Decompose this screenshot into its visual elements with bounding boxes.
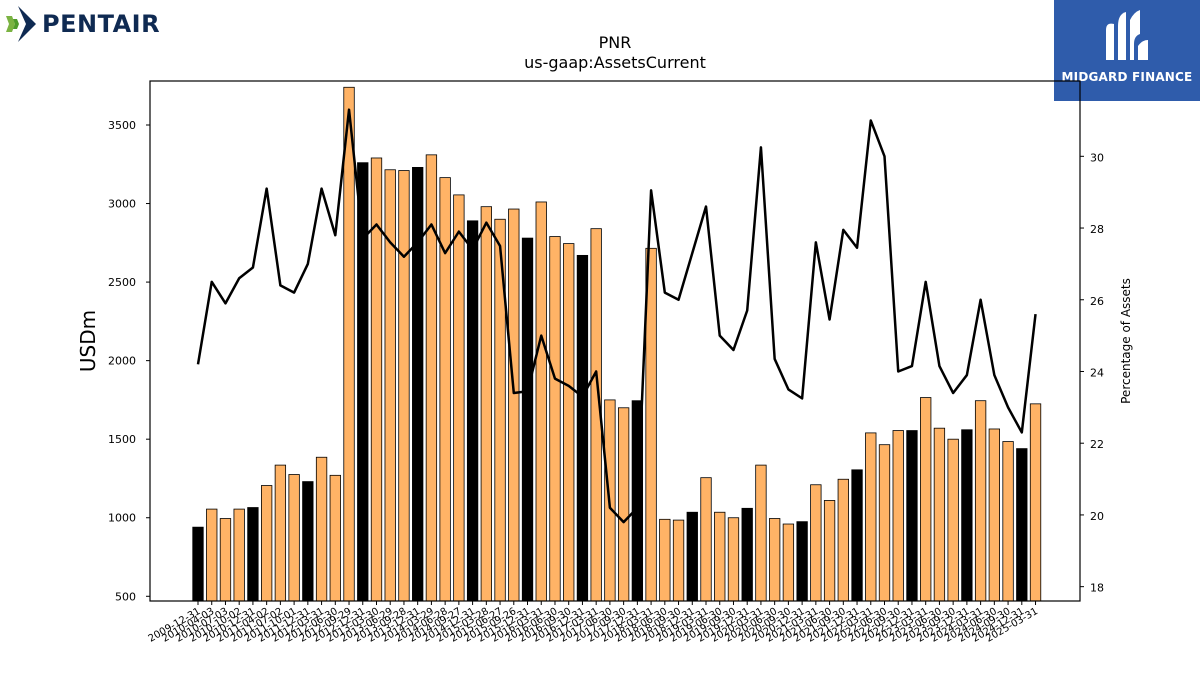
y2-tick-label: 26 bbox=[1090, 295, 1104, 308]
bar-2012-03-31 bbox=[315, 456, 328, 602]
y2-tick-label: 30 bbox=[1090, 151, 1104, 164]
right-axis: 18 20 22 24 26 28 30 bbox=[1080, 151, 1104, 595]
plot-frame bbox=[149, 80, 1081, 602]
bar-2021-12-31 bbox=[851, 469, 863, 602]
bar-2021-06-30 bbox=[823, 500, 836, 602]
bar-2012-06-30 bbox=[329, 474, 341, 602]
bar-2022-06-30 bbox=[878, 444, 891, 602]
bar-2024-06-30 bbox=[988, 428, 1000, 602]
bar-2015-09-26 bbox=[508, 208, 520, 602]
bar-2024-09-30 bbox=[1002, 441, 1014, 602]
bar-2010-04-03 bbox=[206, 508, 218, 602]
bar-2020-12-31 bbox=[796, 521, 808, 602]
bar-2014-03-29 bbox=[425, 154, 438, 602]
y2-tick-label: 24 bbox=[1090, 366, 1104, 379]
y2-axis-label: Percentage of Assets bbox=[1119, 278, 1133, 404]
bar-2018-06-30 bbox=[659, 518, 671, 602]
bar-2010-12-31 bbox=[247, 507, 259, 602]
bar-2015-03-28 bbox=[480, 206, 492, 602]
bar-2014-09-27 bbox=[453, 194, 465, 602]
bar-2022-03-31 bbox=[865, 432, 877, 602]
bar-2014-12-31 bbox=[466, 220, 479, 602]
bar-2015-12-31 bbox=[521, 237, 534, 602]
bar-2016-09-30 bbox=[563, 243, 575, 602]
bar-2023-03-31 bbox=[920, 397, 932, 602]
y2-tick-label: 28 bbox=[1090, 223, 1104, 236]
bar-2025-03-31 bbox=[1029, 403, 1042, 602]
bar-2016-03-31 bbox=[535, 201, 547, 602]
bar-2021-03-31 bbox=[810, 484, 822, 602]
bar-2024-03-31 bbox=[974, 400, 987, 602]
y-tick-label: 2000 bbox=[108, 355, 136, 368]
bar-2020-06-30 bbox=[769, 518, 781, 602]
y2-tick-label: 20 bbox=[1090, 510, 1104, 523]
y2-tick-label: 18 bbox=[1090, 582, 1104, 595]
y-axis-label: USDm bbox=[76, 310, 100, 372]
y2-tick-label: 22 bbox=[1090, 438, 1104, 451]
bar-2011-07-02 bbox=[274, 464, 287, 602]
bar-2013-09-28 bbox=[398, 170, 410, 602]
y-tick-label: 2500 bbox=[108, 276, 136, 289]
bar-2020-09-30 bbox=[782, 523, 795, 602]
line-layer bbox=[196, 108, 1037, 524]
bar-2017-09-30 bbox=[617, 407, 630, 602]
y-tick-label: 500 bbox=[115, 590, 136, 603]
bar-2019-12-31 bbox=[741, 507, 753, 602]
bar-2018-12-31 bbox=[686, 511, 698, 602]
publisher-logo: MIDGARD FINANCE bbox=[1054, 0, 1200, 101]
y-tick-label: 1000 bbox=[108, 512, 136, 525]
bar-2013-12-31 bbox=[412, 166, 424, 602]
bar-2020-03-31 bbox=[755, 464, 767, 602]
publisher-logo-text: MIDGARD FINANCE bbox=[1061, 70, 1193, 84]
percentage-line bbox=[196, 108, 1037, 524]
bar-2018-09-30 bbox=[672, 519, 685, 602]
x-axis: 2009-12-312010-04-032010-07-032010-10-02… bbox=[147, 601, 1040, 645]
bar-2010-07-03 bbox=[219, 518, 232, 602]
bar-2011-10-01 bbox=[288, 474, 300, 602]
bar-2023-09-30 bbox=[947, 438, 959, 602]
bar-2013-06-29 bbox=[384, 169, 396, 602]
left-axis: 500 1000 1500 2000 2500 3000 3500 bbox=[108, 119, 150, 603]
bar-2010-10-02 bbox=[233, 508, 245, 602]
bar-2024-12-31 bbox=[1016, 448, 1028, 602]
bar-2019-09-30 bbox=[727, 517, 740, 602]
pentair-emblem-icon bbox=[6, 6, 36, 42]
bars-layer bbox=[192, 86, 1042, 602]
bar-2012-09-29 bbox=[343, 86, 355, 602]
bar-2016-12-31 bbox=[576, 254, 589, 602]
bar-2023-12-31 bbox=[961, 429, 973, 602]
bar-2022-09-30 bbox=[892, 430, 904, 602]
bar-2019-03-31 bbox=[700, 477, 712, 602]
bar-2019-06-30 bbox=[714, 511, 726, 602]
midgard-emblem-icon bbox=[1106, 10, 1148, 61]
bar-2011-12-31 bbox=[302, 481, 314, 602]
bar-2016-06-30 bbox=[549, 236, 561, 602]
bar-2009-12-31 bbox=[192, 526, 204, 602]
chart-subtitle: us-gaap:AssetsCurrent bbox=[524, 53, 706, 72]
bar-2023-06-30 bbox=[933, 427, 946, 602]
chart-title: PNR bbox=[599, 33, 632, 52]
y-tick-label: 1500 bbox=[108, 433, 136, 446]
bar-2022-12-31 bbox=[906, 430, 918, 602]
bar-2011-04-02 bbox=[260, 485, 273, 602]
bar-2014-06-28 bbox=[439, 177, 451, 602]
y-tick-label: 3500 bbox=[108, 119, 136, 132]
bar-2021-09-30 bbox=[837, 478, 849, 602]
company-logo: PENTAIR bbox=[4, 4, 174, 48]
company-logo-text: PENTAIR bbox=[42, 10, 161, 38]
y-tick-label: 3000 bbox=[108, 198, 136, 211]
